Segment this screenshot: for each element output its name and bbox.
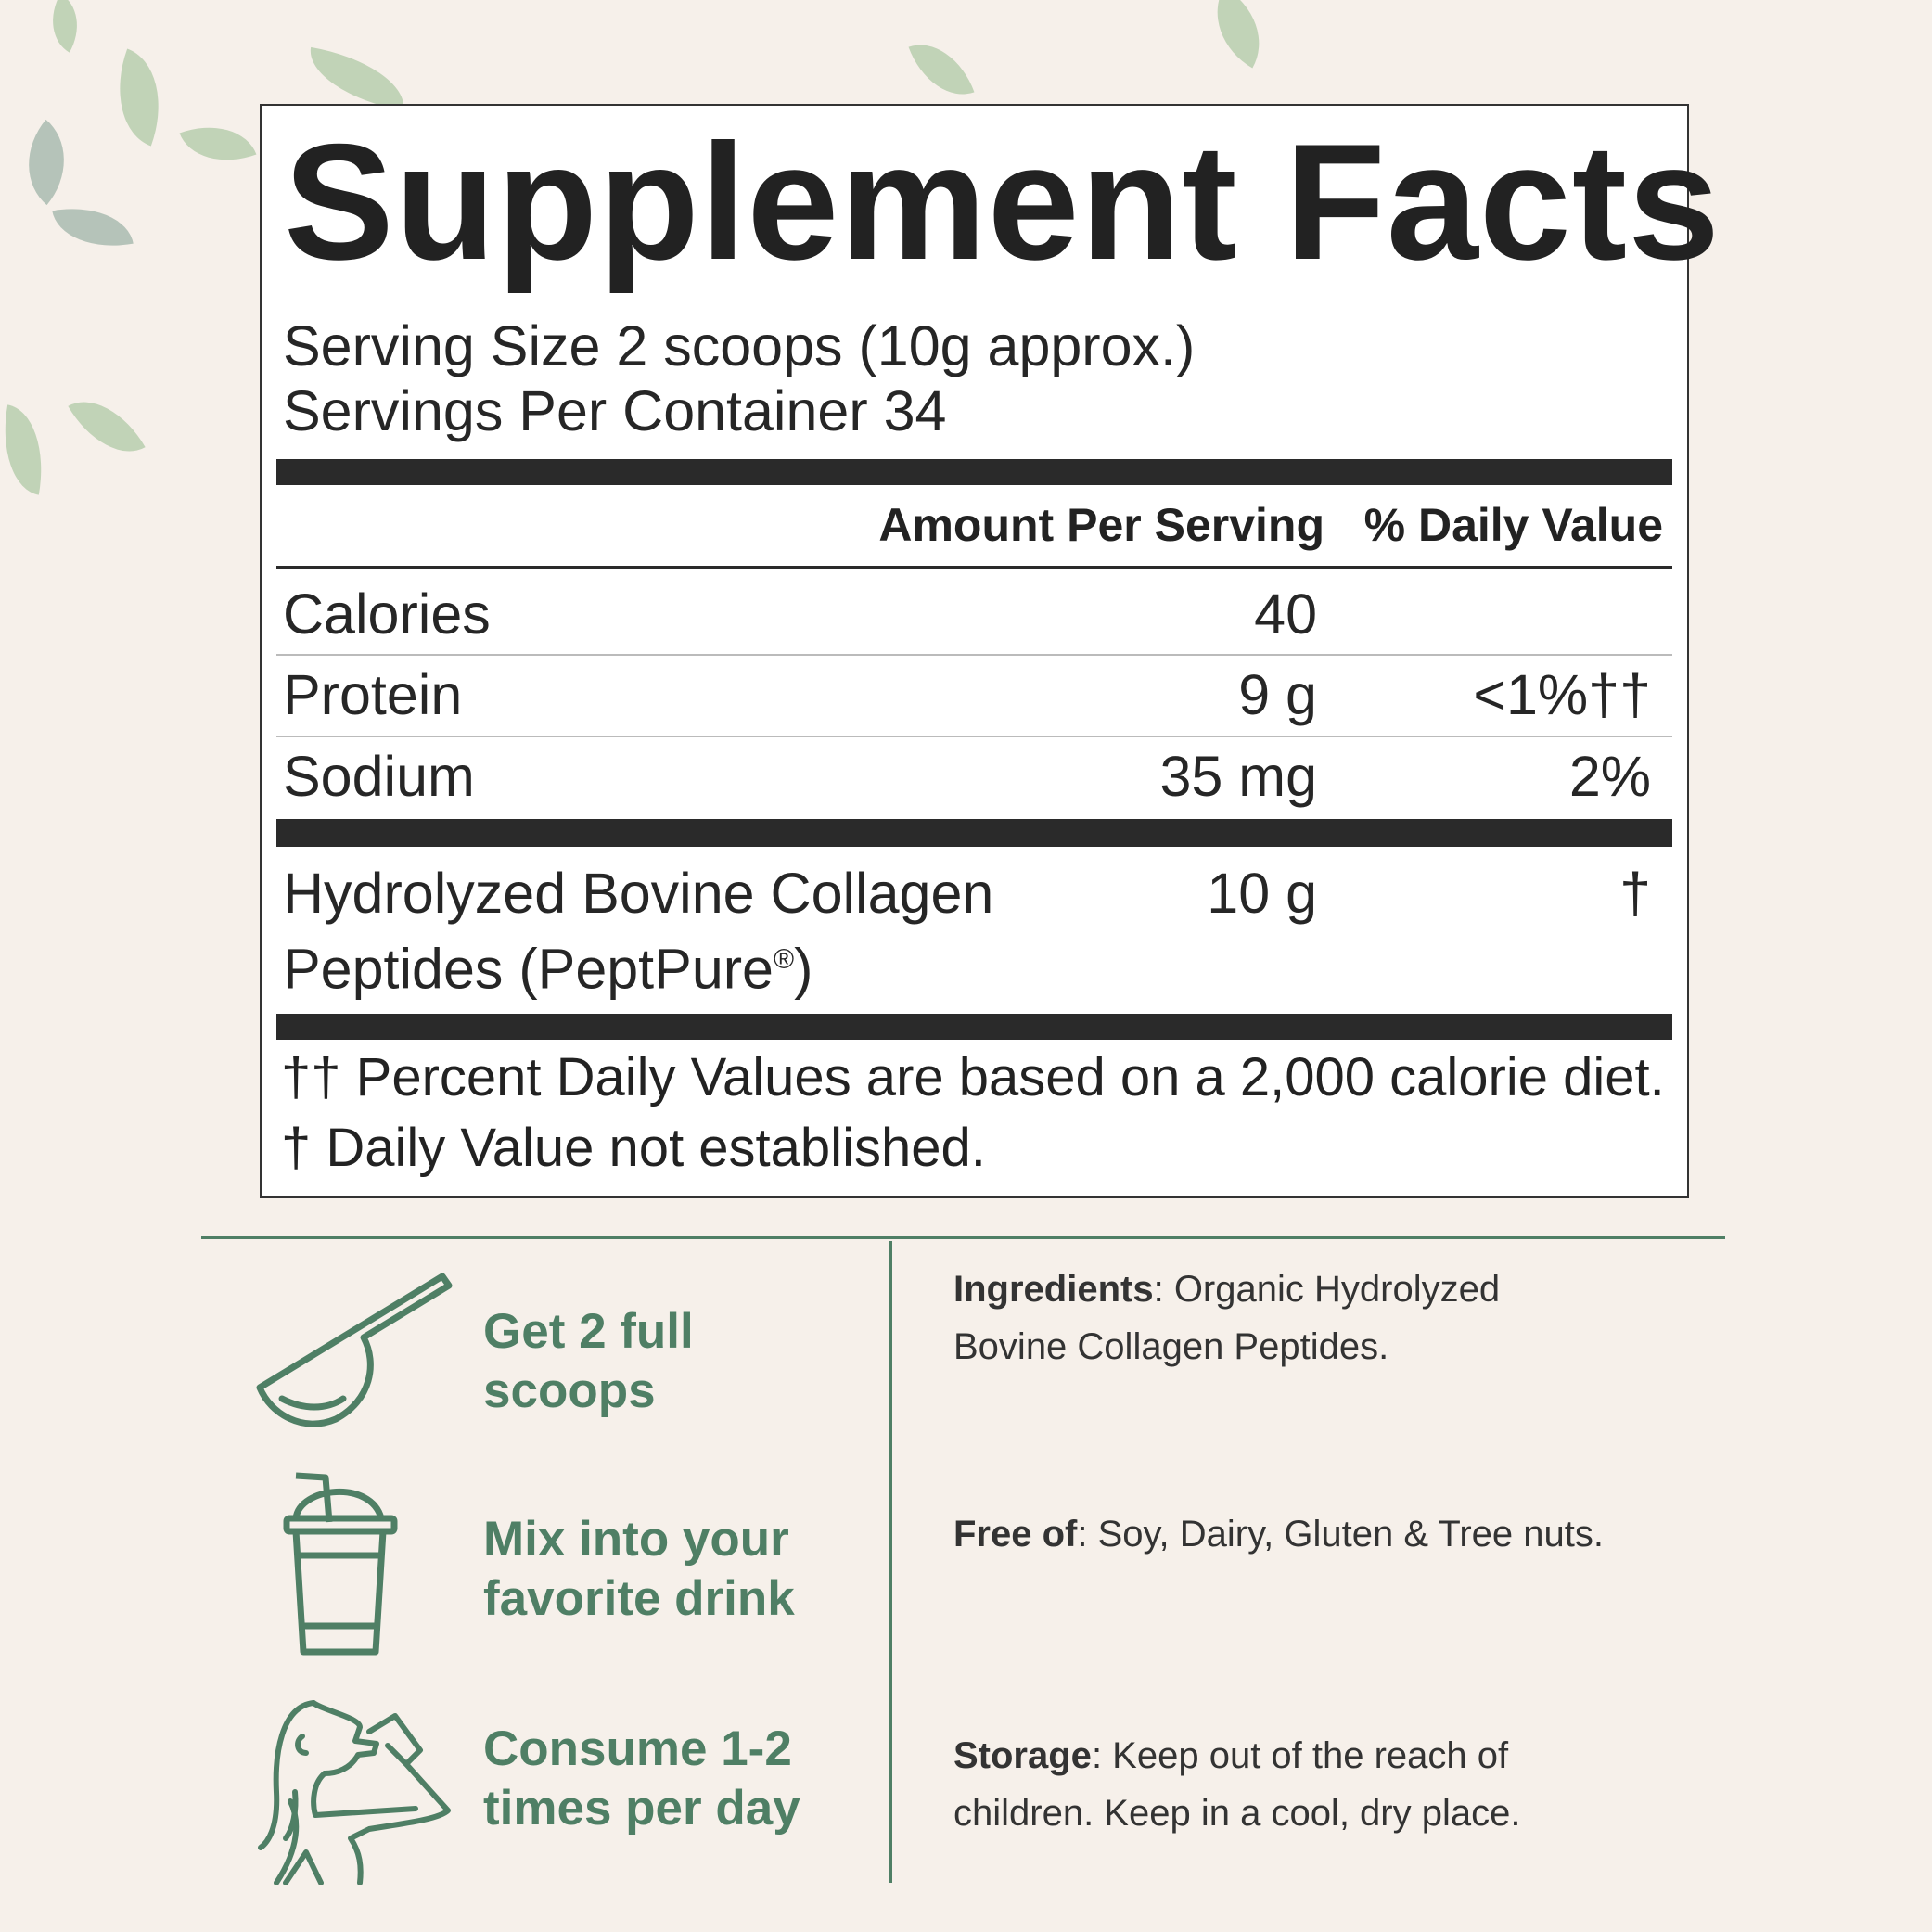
text: ): [794, 937, 813, 1001]
thick-divider: [276, 459, 1672, 485]
drink-cup-icon: [283, 1472, 398, 1656]
amount-header: Amount Per Serving: [878, 499, 1324, 551]
column-divider: [889, 1241, 892, 1883]
text: : Organic Hydrolyzed: [1153, 1269, 1501, 1310]
nutrient-name: Sodium: [283, 745, 475, 808]
nutrient-name: Calories: [283, 582, 491, 646]
text: : Soy, Dairy, Gluten & Tree nuts.: [1077, 1514, 1604, 1555]
storage-line: Storage: Keep out of the reach of: [953, 1727, 1508, 1785]
servings-per-container: Servings Per Container 34: [283, 379, 947, 442]
text: Peptides (PeptPure: [283, 937, 774, 1001]
nutrient-name: Protein: [283, 663, 463, 726]
label: Storage: [953, 1735, 1092, 1776]
step-text: favorite drink: [483, 1571, 795, 1626]
nutrient-dv: <1%††: [1473, 663, 1651, 726]
free-of-line: Free of: Soy, Dairy, Gluten & Tree nuts.: [953, 1505, 1604, 1563]
section-divider: [201, 1236, 1725, 1239]
registered-mark: ®: [773, 944, 795, 975]
step-text: times per day: [483, 1781, 800, 1836]
panel-title: Supplement Facts: [284, 109, 1721, 294]
ingredient-name: Hydrolyzed Bovine Collagen: [283, 862, 994, 925]
ingredients-line: Ingredients: Organic Hydrolyzed: [953, 1260, 1500, 1318]
nutrient-dv: 2%: [1568, 745, 1651, 808]
label: Ingredients: [953, 1269, 1154, 1310]
storage-line: children. Keep in a cool, dry place.: [953, 1793, 1521, 1834]
step-text: scoops: [483, 1363, 656, 1418]
step-text: Consume 1-2: [483, 1721, 792, 1776]
scoop-icon: [256, 1273, 453, 1427]
ingredients-line: Bovine Collagen Peptides.: [953, 1326, 1389, 1367]
row-divider: [276, 654, 1672, 656]
woman-drinking-icon: [258, 1700, 451, 1885]
nutrient-amount: 9 g: [1238, 663, 1317, 726]
thick-divider: [276, 1014, 1672, 1040]
serving-size: Serving Size 2 scoops (10g approx.): [283, 314, 1196, 377]
nutrient-amount: 40: [1254, 582, 1317, 646]
daily-value-header: % Daily Value: [1363, 499, 1663, 551]
row-divider: [276, 736, 1672, 737]
footnote: † Daily Value not established.: [281, 1118, 986, 1178]
footnote: †† Percent Daily Values are based on a 2…: [281, 1047, 1665, 1107]
label: Free of: [953, 1514, 1078, 1555]
ingredient-name-line2: Peptides (PeptPure®): [283, 928, 812, 1001]
ingredient-dv: †: [1619, 862, 1651, 925]
step-text: Mix into your: [483, 1512, 789, 1567]
step-text: Get 2 full: [483, 1304, 694, 1359]
text: : Keep out of the reach of: [1091, 1735, 1509, 1776]
header-divider: [276, 566, 1672, 569]
nutrient-amount: 35 mg: [1159, 745, 1317, 808]
ingredient-amount: 10 g: [1207, 862, 1317, 925]
thick-divider: [276, 819, 1672, 847]
